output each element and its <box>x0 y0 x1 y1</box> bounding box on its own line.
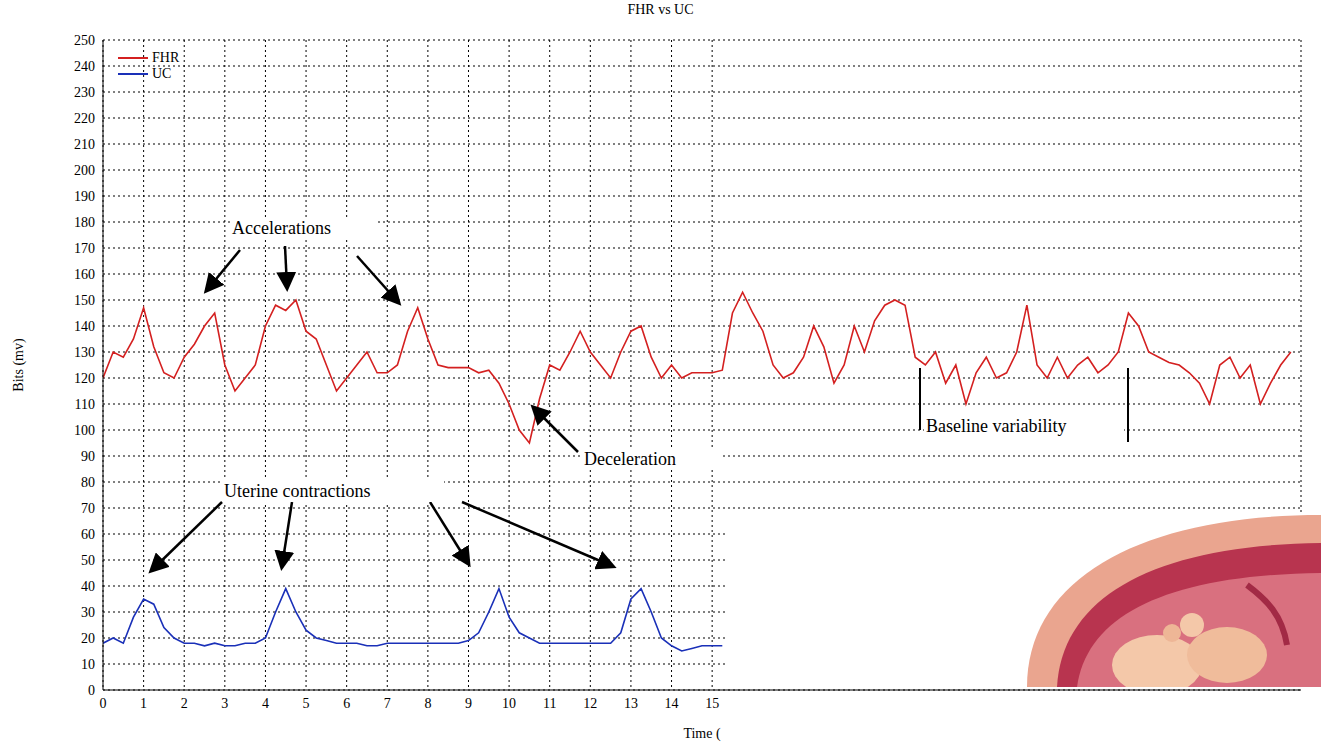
html-text:UC: UC <box>152 66 172 81</box>
svg-text:170: 170 <box>74 241 95 256</box>
svg-text:Uterine contractions: Uterine contractions <box>224 481 370 501</box>
svg-text:60: 60 <box>81 527 95 542</box>
svg-text:3: 3 <box>221 696 228 711</box>
svg-text:4: 4 <box>262 696 269 711</box>
svg-text:6: 6 <box>343 696 350 711</box>
svg-text:8: 8 <box>424 696 431 711</box>
svg-text:11: 11 <box>543 696 556 711</box>
svg-text:190: 190 <box>74 189 95 204</box>
svg-text:50: 50 <box>81 553 95 568</box>
svg-text:110: 110 <box>75 397 95 412</box>
svg-text:160: 160 <box>74 267 95 282</box>
svg-text:70: 70 <box>81 501 95 516</box>
svg-text:Deceleration: Deceleration <box>584 449 676 469</box>
svg-text:12: 12 <box>583 696 597 711</box>
html-text:FHR vs UC: FHR vs UC <box>627 2 694 17</box>
svg-text:220: 220 <box>74 111 95 126</box>
svg-text:9: 9 <box>465 696 472 711</box>
svg-text:10: 10 <box>502 696 516 711</box>
svg-text:180: 180 <box>74 215 95 230</box>
svg-text:14: 14 <box>665 696 679 711</box>
svg-text:13: 13 <box>624 696 638 711</box>
svg-text:Accelerations: Accelerations <box>232 218 331 238</box>
svg-text:Bits (mv): Bits (mv) <box>11 338 27 392</box>
svg-text:1: 1 <box>140 696 147 711</box>
svg-text:200: 200 <box>74 163 95 178</box>
svg-text:120: 120 <box>74 371 95 386</box>
svg-text:80: 80 <box>81 475 95 490</box>
svg-text:15: 15 <box>705 696 719 711</box>
svg-text:90: 90 <box>81 449 95 464</box>
svg-text:0: 0 <box>88 683 95 698</box>
svg-text:2: 2 <box>181 696 188 711</box>
svg-text:30: 30 <box>81 605 95 620</box>
svg-text:40: 40 <box>81 579 95 594</box>
svg-text:100: 100 <box>74 423 95 438</box>
svg-text:130: 130 <box>74 345 95 360</box>
svg-text:7: 7 <box>384 696 391 711</box>
svg-text:Baseline variability: Baseline variability <box>926 416 1066 436</box>
svg-text:20: 20 <box>81 631 95 646</box>
svg-text:150: 150 <box>74 293 95 308</box>
svg-text:140: 140 <box>74 319 95 334</box>
svg-text:240: 240 <box>74 59 95 74</box>
svg-text:230: 230 <box>74 85 95 100</box>
svg-text:Time (: Time ( <box>683 726 721 742</box>
svg-text:5: 5 <box>303 696 310 711</box>
svg-text:0: 0 <box>100 696 107 711</box>
svg-text:250: 250 <box>74 33 95 48</box>
svg-text:210: 210 <box>74 137 95 152</box>
html-text:FHR: FHR <box>152 50 180 65</box>
svg-text:10: 10 <box>81 657 95 672</box>
